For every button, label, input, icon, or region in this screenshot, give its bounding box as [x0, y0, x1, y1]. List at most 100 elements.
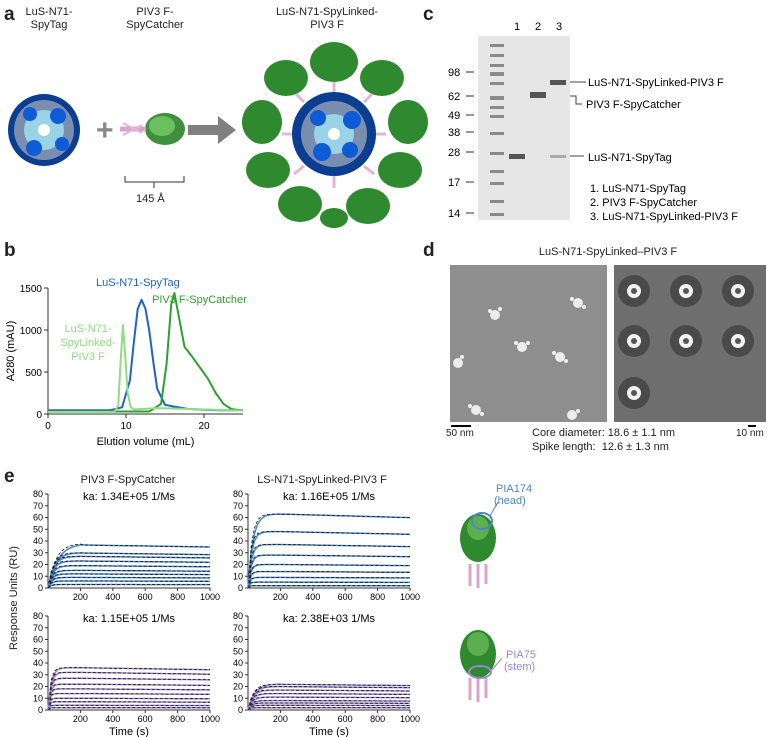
y-tick-label: 0 — [238, 583, 243, 593]
legend-item: 1. LuS-N71-SpyTag — [590, 183, 686, 195]
x-tick-label: 600 — [138, 592, 153, 602]
y-tick-label: 500 — [25, 368, 42, 379]
class-averages — [614, 265, 766, 422]
fit-curve — [247, 544, 410, 589]
x-tick-label: 200 — [73, 714, 88, 724]
y-tick-label: 60 — [233, 635, 243, 645]
fit-curve — [47, 552, 211, 589]
fit-curve — [47, 555, 210, 589]
panel-a-letter: a — [4, 4, 15, 25]
y-tick-label: 80 — [233, 611, 243, 621]
fit-curve — [247, 700, 411, 711]
band-label: LuS-N71-SpyLinked-PIV3 F — [588, 77, 724, 89]
fit-curve — [247, 531, 411, 589]
y-tick-label: 70 — [33, 623, 43, 633]
panel-b-letter: b — [4, 240, 16, 261]
band-callouts — [570, 81, 586, 157]
x-tick-label: 0 — [45, 421, 51, 432]
fit-curve — [47, 688, 211, 711]
fit-curve — [47, 697, 210, 711]
x-tick-label: 400 — [305, 592, 320, 602]
x-tick-label: 800 — [170, 592, 185, 602]
y-tick-label: 30 — [33, 548, 43, 558]
x-tick-label: 20 — [198, 421, 210, 432]
kinetics-axes — [247, 494, 410, 589]
piv3-spike-image — [120, 113, 185, 145]
fit-curve — [47, 677, 210, 711]
y-tick-label: 80 — [33, 489, 43, 499]
pia75-line1: PIA75 — [506, 649, 536, 661]
arrow-icon — [188, 116, 236, 144]
fit-curve — [247, 577, 410, 589]
scale-label-left: 50 nm — [446, 428, 474, 439]
fit-curve — [247, 581, 410, 589]
series-label: PIV3 F-SpyCatcher — [152, 294, 247, 306]
fit-curve — [247, 585, 410, 589]
fit-curve — [247, 707, 410, 711]
fit-curve — [247, 704, 410, 711]
sensorgram-curve — [247, 530, 411, 589]
fit-curve — [47, 704, 210, 711]
fit-curve — [47, 683, 210, 711]
series-label: LuS-N71-SpyTag — [96, 277, 180, 289]
lane-number: 2 — [535, 21, 541, 33]
y-tick-label: 30 — [33, 670, 43, 680]
x-tick-label: 400 — [105, 592, 120, 602]
fit-curve — [47, 707, 210, 711]
sensorgram-curve — [47, 569, 210, 589]
gel-overlay: 1 2 3 98 62 49 38 28 17 14 LuS-N71-SpyLi… — [448, 21, 738, 223]
y-tick-label: 10 — [33, 571, 43, 581]
panel-e-letter: e — [4, 466, 15, 487]
band-lane1 — [509, 154, 525, 159]
y-tick-label: 60 — [33, 635, 43, 645]
ka-label: ka: 1.16E+05 1/Ms — [283, 491, 376, 503]
fit-curve — [47, 560, 210, 589]
pia174-line1: PIA174 — [496, 483, 532, 495]
series-label: LuS-N71- — [64, 323, 111, 335]
fit-curve — [47, 693, 210, 711]
fit-curve — [247, 686, 410, 711]
scale-label-right: 10 nm — [736, 428, 764, 439]
y-tick-label: 20 — [33, 560, 43, 570]
ladder-bands — [490, 44, 504, 216]
y-tick-label: 50 — [233, 646, 243, 656]
kinetics-axes — [247, 616, 410, 711]
y-tick-label: 30 — [233, 670, 243, 680]
y-tick-label: 50 — [33, 646, 43, 656]
y-tick-label: 40 — [233, 658, 243, 668]
y-tick-label: 50 — [33, 524, 43, 534]
sensorgram-curve — [247, 563, 410, 589]
y-tick-label: 40 — [33, 658, 43, 668]
ka-label: ka: 1.15E+05 1/Ms — [83, 613, 176, 625]
negative-stain-micrograph — [450, 265, 607, 422]
x-tick-label: 400 — [305, 714, 320, 724]
y-tick-label: 30 — [233, 548, 243, 558]
series-line — [48, 292, 244, 413]
lane-number: 1 — [514, 21, 520, 33]
sensorgram-curve — [47, 544, 210, 589]
marker-label: 38 — [448, 127, 460, 139]
y-tick-label: 0 — [38, 583, 43, 593]
band-lane2 — [530, 92, 546, 98]
fit-curve — [47, 573, 210, 589]
fit-curve — [47, 580, 210, 589]
y-tick-label: 20 — [33, 682, 43, 692]
luss-label: LuS-N71- SpyTag — [25, 6, 73, 31]
y-tick-label: 60 — [33, 513, 43, 523]
ka-label: ka: 2.38E+03 1/Ms — [283, 613, 376, 625]
y-tick-label: 40 — [33, 536, 43, 546]
y-tick-label: 70 — [233, 501, 243, 511]
scale-bar-left — [451, 425, 471, 427]
marker-label: 17 — [448, 177, 460, 189]
y-tick-label: 1500 — [20, 284, 43, 295]
marker-label: 14 — [448, 208, 460, 220]
y-tick-label: 80 — [33, 611, 43, 621]
series-label: SpyLinked- — [60, 337, 115, 349]
fit-curve — [47, 667, 210, 711]
band-lane3 — [550, 80, 566, 85]
marker-ticks — [466, 71, 474, 214]
sensorgram-curve — [47, 583, 210, 589]
x-tick-label: 1000 — [200, 592, 220, 602]
